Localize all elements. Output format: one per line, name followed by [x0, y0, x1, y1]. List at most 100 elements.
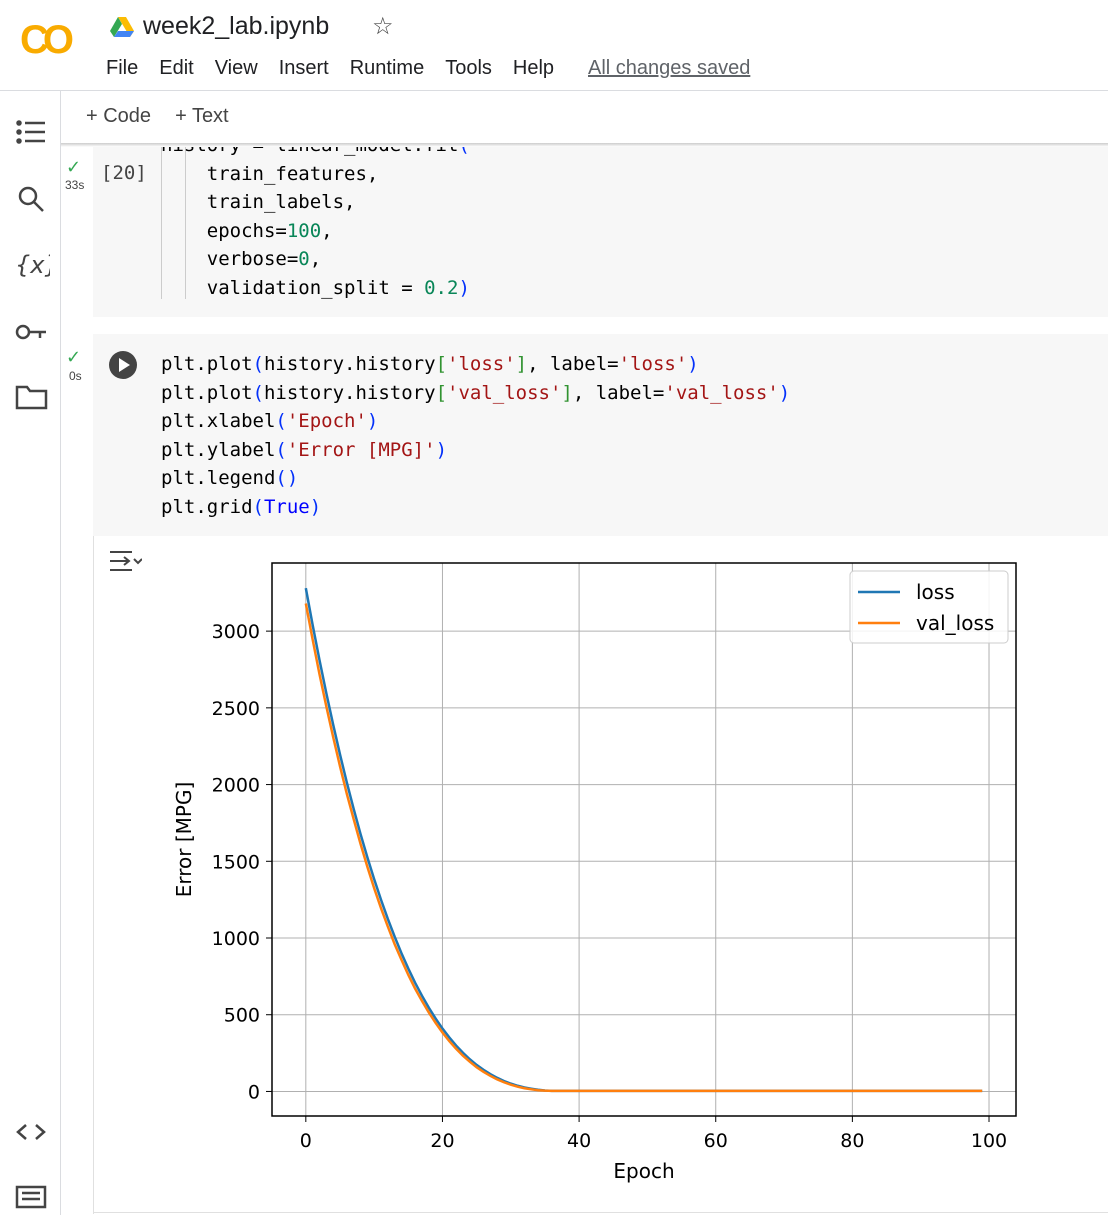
menu-item[interactable]: View — [214, 57, 258, 79]
code-line: plt.plot(history.history['loss'], label=… — [161, 350, 790, 379]
token: ) — [435, 438, 448, 461]
token: 'loss' — [618, 353, 688, 375]
token: 'val_loss' — [664, 381, 779, 404]
run-button[interactable] — [107, 350, 139, 382]
drive-icon — [110, 17, 134, 37]
y-tick-label: 1000 — [212, 928, 260, 950]
token: train_features, — [161, 162, 379, 185]
code: plt.plot(history.history['loss'], label=… — [161, 350, 790, 522]
divider — [0, 90, 1108, 91]
token: ( — [252, 353, 264, 375]
token: ) — [458, 276, 470, 299]
x-tick-label: 60 — [704, 1130, 728, 1152]
token: plt.plot — [161, 353, 253, 375]
cell-1[interactable]: history = linear_model.fit( train_featur… — [93, 147, 1108, 317]
toolbar-shadow — [61, 143, 1108, 147]
token: validation_split = — [161, 276, 425, 299]
legend-label: val_loss — [916, 611, 994, 635]
token: , — [321, 219, 333, 242]
token: ] — [515, 353, 528, 375]
menu-item[interactable]: Runtime — [349, 57, 425, 79]
code-line: validation_split = 0.2) — [161, 274, 470, 303]
token: , label= — [527, 353, 619, 375]
menu-item[interactable]: File — [106, 57, 139, 79]
token: ( — [275, 438, 287, 461]
token: plt.grid — [161, 495, 253, 518]
output-border — [93, 1212, 1108, 1213]
chart: 0 500 1000 1500 2000 2500 3000 0 20 40 60 80 100 Epoc… — [172, 562, 1017, 1183]
exec-time: 0s — [69, 369, 82, 383]
token: ) — [366, 410, 379, 433]
x-tick-label: 0 — [300, 1130, 312, 1152]
token: ) — [687, 353, 699, 375]
code-line: plt.legend() — [161, 464, 790, 493]
y-tick-label: 3000 — [212, 621, 260, 643]
menu-item[interactable]: Help — [512, 57, 555, 79]
token: , label= — [572, 381, 665, 404]
token: 0.2 — [424, 276, 459, 299]
menu-bar: File Edit View Insert Runtime Tools Help — [106, 57, 575, 80]
code-line: plt.grid(True) — [161, 493, 790, 522]
token: verbose= — [161, 248, 299, 271]
token: 'loss' — [447, 353, 516, 375]
token: 0 — [298, 248, 310, 271]
token: ) — [309, 495, 322, 518]
token: epochs= — [161, 219, 287, 242]
y-tick-label: 2500 — [212, 698, 260, 720]
x-axis-label: Epoch — [613, 1159, 674, 1183]
token: plt.legend — [161, 467, 276, 490]
token: train_labels, — [161, 191, 356, 214]
notebook-title[interactable]: week2_lab.ipynb — [143, 12, 330, 40]
star[interactable]: ☆ — [372, 13, 394, 40]
code-line: train_features, — [161, 160, 470, 189]
x-tick-label: 40 — [567, 1130, 591, 1152]
y-tick-label: 1500 — [212, 851, 260, 873]
token: ( — [275, 410, 287, 433]
menu-item[interactable]: Edit — [159, 57, 194, 79]
legend-box — [849, 570, 1009, 644]
token: plt.xlabel — [161, 410, 276, 433]
token: plt.plot — [161, 381, 253, 404]
sidebar-border — [60, 91, 61, 1215]
check: ✓ — [66, 157, 82, 177]
menu-item[interactable]: Tools — [445, 57, 492, 79]
cell-2[interactable]: plt.plot(history.history['loss'], label=… — [93, 334, 1108, 536]
output-border — [93, 536, 94, 1214]
svg-text:{x}: {x} — [15, 251, 50, 279]
toolbar-button[interactable]: + Code — [86, 105, 152, 127]
code: history = linear_model.fit( train_featur… — [161, 147, 470, 303]
toolbar: + Code + Text — [86, 105, 253, 128]
sidebar-bottom — [15, 1124, 47, 1209]
code-line: plt.ylabel('Error [MPG]') — [161, 436, 790, 465]
y-tick-label: 2000 — [212, 775, 260, 797]
exec-time: 33s — [65, 178, 85, 192]
token: ( — [252, 381, 264, 404]
token: 'Epoch' — [286, 410, 367, 433]
check: ✓ — [66, 347, 82, 367]
exec-count: [20] — [101, 162, 147, 184]
plot-frame — [271, 562, 1017, 1117]
token: [ — [435, 353, 448, 375]
menu-item[interactable]: Insert — [278, 57, 329, 79]
token: ) — [286, 467, 299, 490]
save-status[interactable]: All changes saved — [588, 57, 751, 79]
output-icon[interactable] — [108, 548, 142, 578]
token: , — [309, 248, 322, 271]
token: 'Error [MPG]' — [286, 438, 436, 461]
legend-label: loss — [916, 580, 955, 604]
x-tick-label: 100 — [971, 1130, 1007, 1152]
token: ( — [275, 467, 287, 490]
toolbar-button[interactable]: + Text — [175, 105, 229, 127]
code-line: plt.plot(history.history['val_loss'], la… — [161, 379, 790, 408]
x-tick-label: 20 — [430, 1130, 454, 1152]
token: plt.ylabel — [161, 438, 276, 461]
token: history.history — [263, 353, 436, 375]
token: ] — [561, 381, 573, 404]
sidebar-icons: {x} — [15, 120, 50, 410]
token: ) — [778, 381, 791, 404]
y-axis-label: Error [MPG] — [172, 782, 196, 898]
y-tick-label: 0 — [248, 1081, 260, 1103]
token: True — [263, 495, 310, 518]
y-tick-label: 500 — [224, 1005, 260, 1027]
